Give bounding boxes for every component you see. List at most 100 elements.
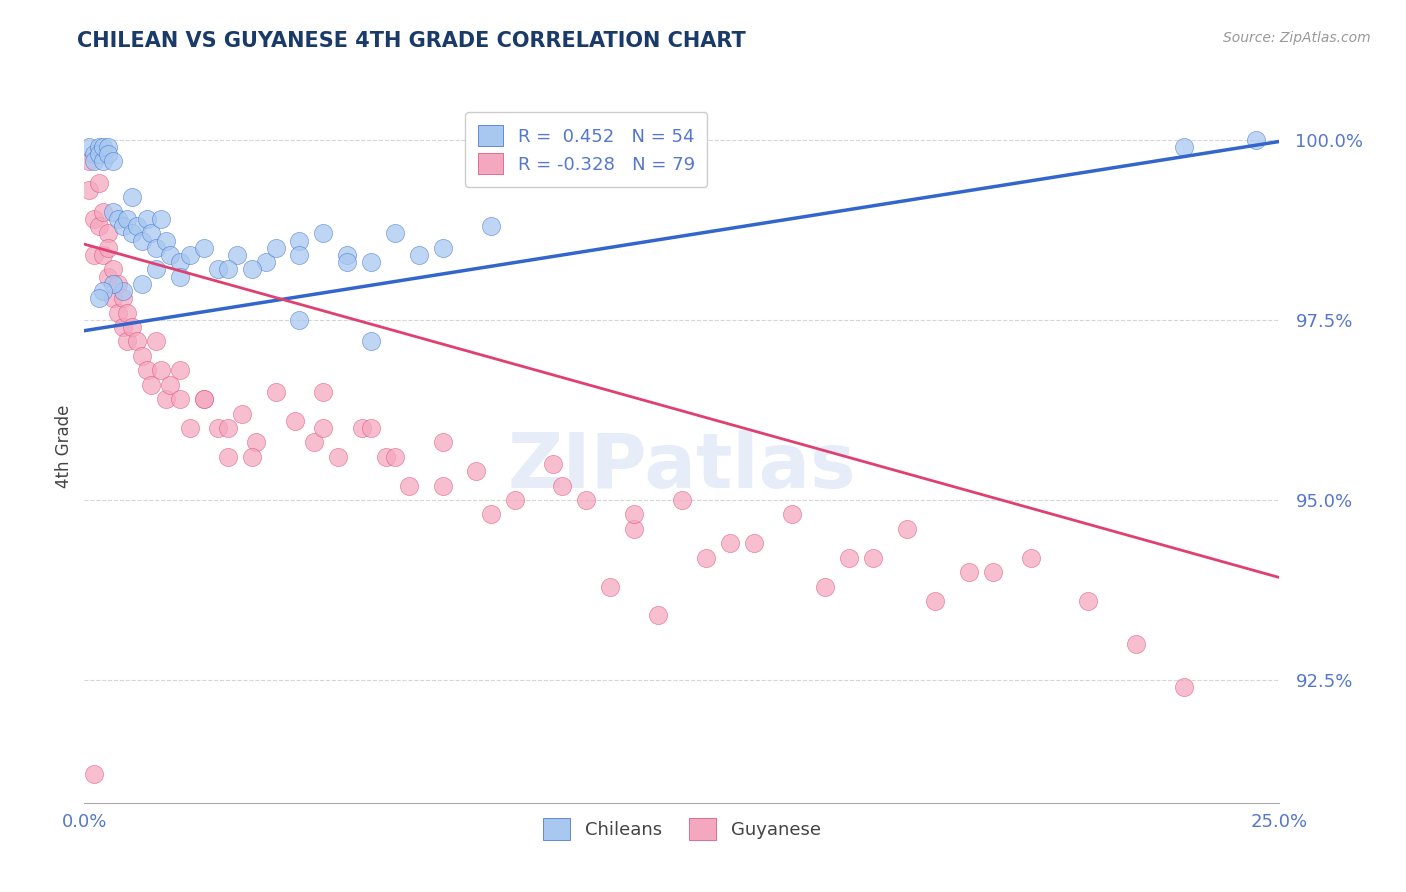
Point: [87, 147, 110, 161]
Point: [125, 334, 148, 349]
Point: [240, 262, 263, 277]
Point: [302, 435, 325, 450]
Point: [97, 269, 120, 284]
Point: [360, 334, 382, 349]
Point: [159, 248, 181, 262]
Point: [141, 377, 163, 392]
Point: [87, 176, 110, 190]
Point: [159, 377, 181, 392]
Point: [264, 241, 287, 255]
Point: [97, 147, 120, 161]
Point: [107, 306, 129, 320]
Point: [77, 154, 100, 169]
Point: [551, 478, 574, 492]
Point: [575, 493, 598, 508]
Point: [360, 255, 382, 269]
Point: [193, 241, 215, 255]
Point: [77, 183, 100, 197]
Point: [1077, 594, 1099, 608]
Point: [97, 227, 120, 241]
Point: [336, 255, 359, 269]
Y-axis label: 4th Grade: 4th Grade: [55, 404, 73, 488]
Point: [245, 435, 267, 450]
Point: [97, 241, 120, 255]
Point: [217, 421, 239, 435]
Point: [312, 384, 335, 399]
Point: [1173, 140, 1195, 154]
Point: [336, 248, 359, 262]
Point: [503, 493, 526, 508]
Point: [101, 291, 124, 305]
Point: [149, 363, 172, 377]
Legend: Chileans, Guyanese: Chileans, Guyanese: [536, 811, 828, 847]
Point: [671, 493, 693, 508]
Point: [284, 414, 307, 428]
Point: [398, 478, 420, 492]
Point: [599, 580, 621, 594]
Point: [87, 219, 110, 234]
Point: [374, 450, 396, 464]
Point: [896, 522, 918, 536]
Point: [101, 262, 124, 277]
Point: [718, 536, 741, 550]
Point: [408, 248, 430, 262]
Point: [93, 204, 115, 219]
Point: [924, 594, 946, 608]
Point: [432, 478, 454, 492]
Point: [240, 450, 263, 464]
Point: [101, 154, 124, 169]
Point: [145, 334, 167, 349]
Point: [117, 306, 139, 320]
Point: [350, 421, 373, 435]
Point: [384, 450, 406, 464]
Point: [135, 363, 157, 377]
Point: [93, 284, 115, 298]
Point: [217, 450, 239, 464]
Point: [145, 241, 167, 255]
Point: [179, 421, 201, 435]
Point: [145, 262, 167, 277]
Point: [97, 140, 120, 154]
Point: [107, 211, 129, 226]
Point: [312, 421, 335, 435]
Point: [83, 248, 105, 262]
Point: [957, 565, 980, 579]
Point: [465, 464, 488, 478]
Point: [149, 211, 172, 226]
Text: CHILEAN VS GUYANESE 4TH GRADE CORRELATION CHART: CHILEAN VS GUYANESE 4TH GRADE CORRELATIO…: [77, 31, 747, 51]
Point: [207, 421, 229, 435]
Point: [217, 262, 239, 277]
Point: [838, 550, 860, 565]
Point: [121, 227, 143, 241]
Point: [131, 234, 153, 248]
Point: [83, 211, 105, 226]
Point: [647, 608, 669, 623]
Point: [87, 291, 110, 305]
Point: [288, 313, 311, 327]
Point: [169, 363, 191, 377]
Point: [83, 154, 105, 169]
Point: [360, 421, 382, 435]
Point: [288, 248, 311, 262]
Point: [254, 255, 277, 269]
Point: [541, 457, 564, 471]
Point: [117, 211, 139, 226]
Point: [264, 384, 287, 399]
Text: Source: ZipAtlas.com: Source: ZipAtlas.com: [1223, 31, 1371, 45]
Point: [101, 277, 124, 291]
Point: [862, 550, 884, 565]
Point: [131, 349, 153, 363]
Point: [623, 508, 645, 522]
Point: [83, 147, 105, 161]
Point: [169, 255, 191, 269]
Point: [111, 291, 134, 305]
Point: [87, 140, 110, 154]
Point: [155, 392, 177, 406]
Point: [288, 234, 311, 248]
Point: [623, 522, 645, 536]
Point: [141, 227, 163, 241]
Point: [93, 248, 115, 262]
Point: [207, 262, 229, 277]
Point: [479, 508, 502, 522]
Point: [155, 234, 177, 248]
